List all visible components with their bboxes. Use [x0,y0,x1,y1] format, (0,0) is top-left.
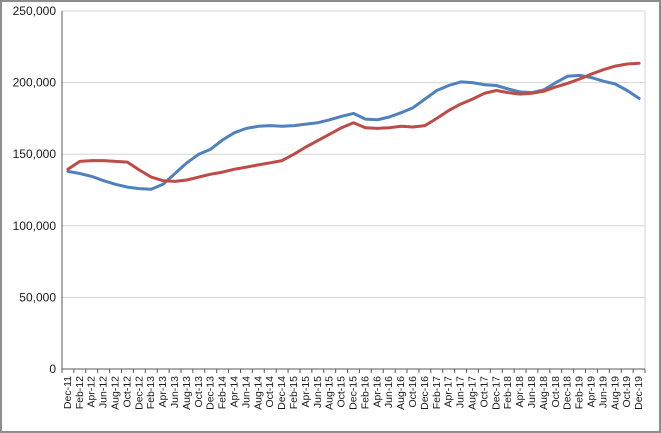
x-axis-label: Jun-14 [240,376,252,408]
x-axis-label: Feb-13 [145,376,157,409]
x-axis-label: Oct-18 [550,376,562,408]
x-axis-label: Feb-15 [288,376,300,409]
x-axis-label: Oct-16 [407,376,419,408]
x-axis-label: Dec-11 [62,376,74,409]
x-axis-label: Oct-19 [621,376,633,408]
y-axis-label: 150,000 [13,147,57,161]
x-axis-label: Jun-15 [312,376,324,408]
y-axis-label: 50,000 [19,290,56,304]
x-axis-label: Oct-15 [336,376,348,408]
x-axis-label: Apr-13 [157,376,169,408]
x-axis-label: Feb-18 [502,376,514,409]
x-axis-label: Feb-17 [431,376,443,409]
x-axis-label: Oct-14 [264,376,276,408]
x-axis-label: Apr-15 [300,376,312,408]
x-axis-label: Jun-12 [98,376,110,408]
series_red-line [66,61,641,183]
y-axis-label: 100,000 [13,219,57,233]
x-axis-label: Apr-12 [86,376,98,408]
x-axis-label: Apr-17 [443,376,455,408]
x-axis-label: Aug-15 [324,376,336,410]
x-axis-label: Oct-17 [478,376,490,408]
x-axis-label: Aug-13 [181,376,193,410]
x-axis-label: Jun-13 [169,376,181,408]
x-axis-label: Dec-18 [562,376,574,410]
x-axis-label: Dec-17 [490,376,502,410]
x-axis-label: Dec-13 [205,376,217,410]
x-axis-label: Apr-14 [229,376,241,408]
x-axis-label: Aug-14 [252,376,264,410]
y-axis-label: 250,000 [13,4,57,18]
x-axis-label: Feb-19 [574,376,586,409]
x-axis-label: Apr-18 [514,376,526,408]
x-axis-label: Apr-16 [371,376,383,408]
x-axis-label: Jun-19 [597,376,609,408]
x-axis-label: Oct-12 [121,376,133,408]
x-axis-label: Aug-12 [110,376,122,410]
y-axis-label: 0 [49,362,56,376]
x-axis-label: Feb-14 [217,376,229,409]
series_blue-line [66,73,641,191]
x-axis-label: Dec-16 [419,376,431,410]
x-axis-label: Dec-19 [633,376,645,410]
x-axis-label: Feb-12 [74,376,86,409]
x-axis-label: Apr-19 [585,376,597,408]
x-axis-label: Aug-16 [395,376,407,410]
x-axis-label: Oct-13 [193,376,205,408]
y-axis-label: 200,000 [13,76,57,90]
x-axis-label: Aug-17 [466,376,478,410]
x-axis-label: Aug-18 [538,376,550,410]
x-axis-label: Dec-15 [348,376,360,410]
x-axis-label: Jun-16 [383,376,395,408]
x-axis-label: Dec-12 [133,376,145,410]
x-axis-label: Jun-17 [455,376,467,408]
x-axis-label: Feb-16 [359,376,371,409]
x-axis-label: Dec-14 [276,376,288,410]
x-axis-label: Jun-18 [526,376,538,408]
x-axis-label: Aug-19 [609,376,621,410]
